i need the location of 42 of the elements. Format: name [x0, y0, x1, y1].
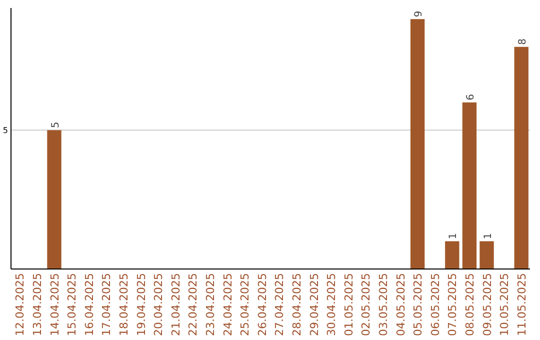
data-label: 6: [465, 94, 476, 100]
bar: [462, 102, 477, 269]
x-tick-label: 29.04.2025: [308, 273, 321, 336]
data-label: 9: [414, 10, 425, 18]
x-tick-label: 13.04.2025: [30, 273, 44, 336]
x-tick-label: 06.05.2025: [428, 273, 442, 336]
x-tick-label: 19.04.2025: [134, 273, 148, 336]
bar: [445, 241, 460, 269]
x-tick-label: 10.05.2025: [498, 273, 512, 336]
data-label: 1: [482, 232, 494, 240]
x-tick-label: 26.04.2025: [256, 273, 269, 336]
x-tick-label: 07.05.2025: [446, 273, 460, 336]
x-tick-label: 18.04.2025: [117, 273, 130, 336]
x-tick-label: 21.04.2025: [169, 273, 182, 336]
x-tick-label: 02.05.2025: [360, 273, 373, 336]
bar: [514, 46, 528, 269]
x-tick-label: 22.04.2025: [186, 273, 200, 336]
data-label: 8: [517, 38, 528, 45]
x-tick-label: 14.04.2025: [48, 273, 62, 336]
x-tick-label: 12.04.2025: [14, 273, 27, 336]
x-tick-label: 16.04.2025: [82, 273, 96, 336]
x-tick-label: 01.05.2025: [342, 273, 356, 336]
data-label: 1: [448, 232, 460, 240]
x-tick-label: 11.05.2025: [515, 273, 528, 336]
bar: [480, 241, 494, 269]
x-tick-label: 27.04.2025: [273, 273, 286, 336]
x-tick-label: 24.04.2025: [221, 273, 234, 336]
bar: [47, 130, 62, 269]
x-tick-label: 03.05.2025: [376, 273, 390, 336]
x-tick-label: 30.04.2025: [325, 273, 338, 336]
x-tick-label: 08.05.2025: [463, 273, 476, 336]
x-tick-label: 17.04.2025: [100, 273, 114, 336]
x-tick-label: 05.05.2025: [412, 273, 425, 336]
data-label: 5: [50, 122, 62, 128]
x-tick-label: 25.04.2025: [238, 273, 252, 336]
x-tick-label: 04.05.2025: [394, 273, 408, 336]
x-tick-label: 15.04.2025: [66, 273, 79, 336]
bar: [410, 19, 425, 269]
x-tick-label: 09.05.2025: [480, 273, 494, 336]
x-tick-label: 28.04.2025: [290, 273, 304, 336]
x-tick-label: 20.04.2025: [152, 273, 166, 336]
x-tick-label: 23.04.2025: [204, 273, 217, 336]
